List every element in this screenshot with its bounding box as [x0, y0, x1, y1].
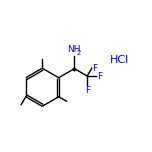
Text: 2: 2	[76, 50, 80, 56]
Text: F: F	[97, 71, 102, 81]
Text: HCl: HCl	[110, 55, 129, 65]
Text: F: F	[85, 86, 90, 95]
Text: NH: NH	[67, 45, 80, 54]
Text: F: F	[92, 64, 98, 73]
